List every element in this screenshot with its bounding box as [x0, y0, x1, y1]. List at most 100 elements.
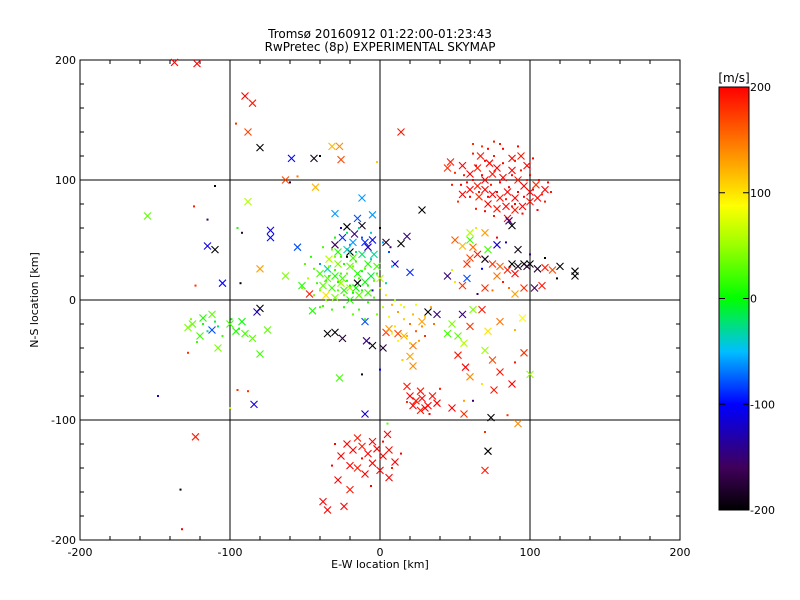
chart-title: Tromsø 20160912 01:22:00-01:23:43	[267, 27, 492, 41]
cross-stroke	[397, 128, 405, 136]
data-point-cross	[358, 442, 366, 451]
data-point-dot	[346, 255, 348, 258]
data-point-cross	[473, 182, 482, 190]
cross-stroke	[353, 434, 362, 442]
data-point-cross	[397, 128, 405, 136]
data-point-cross	[188, 320, 197, 328]
data-point-cross	[331, 272, 339, 280]
cross-stroke	[460, 339, 468, 348]
data-point-dot	[526, 179, 528, 181]
cross-stroke	[353, 464, 362, 472]
data-point-dot	[337, 289, 339, 292]
cross-stroke	[196, 332, 204, 340]
cross-stroke	[443, 164, 452, 172]
data-point-cross	[428, 392, 437, 400]
data-point-cross	[443, 164, 452, 172]
data-point-dot	[505, 241, 507, 244]
data-point-dot	[424, 315, 426, 318]
cross-stroke	[448, 404, 456, 412]
data-point-cross	[533, 264, 542, 273]
cross-stroke	[391, 458, 399, 466]
data-point-dot	[400, 303, 402, 306]
data-point-cross	[473, 250, 482, 259]
data-point-dot	[493, 155, 495, 157]
cross-stroke	[170, 58, 179, 67]
cross-stroke	[514, 262, 522, 271]
data-point-dot	[484, 159, 486, 162]
data-point-cross	[458, 281, 467, 290]
data-point-cross	[503, 266, 512, 274]
data-point-dot	[502, 281, 504, 283]
data-point-cross	[338, 274, 347, 283]
data-point-cross	[475, 192, 483, 201]
cross-stroke	[514, 419, 522, 428]
cross-stroke	[508, 221, 516, 230]
data-point-cross	[466, 372, 474, 381]
cross-stroke	[493, 272, 501, 280]
data-point-dot	[334, 443, 336, 445]
y-tick-label: 100	[55, 174, 76, 187]
data-point-dot	[358, 227, 360, 229]
cross-stroke	[406, 268, 414, 277]
data-point-dot	[415, 330, 417, 333]
data-point-cross	[532, 180, 540, 189]
data-point-cross	[503, 188, 512, 196]
data-point-cross	[448, 404, 456, 412]
data-point-cross	[481, 466, 489, 475]
data-point-cross	[496, 194, 504, 202]
colorbar-ticks: 200 100 0 -100 -200	[719, 81, 775, 517]
cross-stroke	[308, 306, 317, 315]
data-point-cross	[319, 281, 327, 290]
cross-stroke	[310, 154, 318, 163]
cross-stroke	[508, 380, 516, 388]
data-point-cross	[349, 254, 357, 262]
data-point-cross	[193, 59, 201, 68]
data-point-dot	[385, 282, 387, 285]
cross-stroke	[305, 290, 314, 298]
x-tick-labels: -200 -100 0 100 200	[68, 546, 691, 559]
data-point-cross	[331, 293, 339, 302]
data-point-cross	[328, 284, 336, 292]
data-point-dot	[340, 272, 342, 275]
cross-stroke	[548, 266, 557, 274]
cross-stroke	[469, 243, 477, 252]
data-point-dot	[502, 162, 504, 165]
data-point-dot	[379, 287, 381, 289]
cross-stroke	[382, 238, 390, 247]
data-point-cross	[323, 506, 332, 514]
cross-stroke	[508, 154, 516, 163]
data-point-dot	[514, 329, 516, 331]
data-point-dot	[316, 282, 318, 285]
cross-stroke	[241, 329, 249, 338]
data-point-cross	[488, 170, 497, 178]
cross-stroke	[323, 329, 332, 338]
data-point-cross	[458, 310, 467, 319]
cross-stroke	[526, 197, 534, 206]
cross-stroke	[256, 350, 264, 358]
data-point-cross	[433, 399, 441, 408]
data-point-dot	[361, 289, 363, 292]
data-point-cross	[362, 336, 371, 345]
data-point-cross	[379, 452, 387, 460]
data-point-dot	[544, 200, 546, 203]
data-point-dot	[371, 289, 374, 292]
cross-stroke	[346, 485, 354, 494]
data-point-cross	[226, 320, 234, 328]
data-point-cross	[208, 326, 216, 334]
data-point-cross	[383, 430, 392, 439]
data-point-cross	[338, 233, 347, 242]
data-point-cross	[461, 363, 470, 372]
data-point-cross	[493, 164, 501, 172]
data-point-cross	[364, 288, 372, 297]
data-point-cross	[520, 284, 528, 292]
data-point-dot	[508, 186, 510, 189]
data-point-cross	[335, 142, 344, 151]
data-point-dot	[496, 191, 498, 193]
data-point-cross	[481, 185, 489, 194]
cross-stroke	[340, 286, 348, 295]
data-point-dot	[391, 265, 393, 268]
data-point-cross	[287, 154, 296, 163]
cross-stroke	[184, 323, 192, 332]
data-point-cross	[368, 236, 377, 244]
data-point-cross	[511, 194, 519, 202]
